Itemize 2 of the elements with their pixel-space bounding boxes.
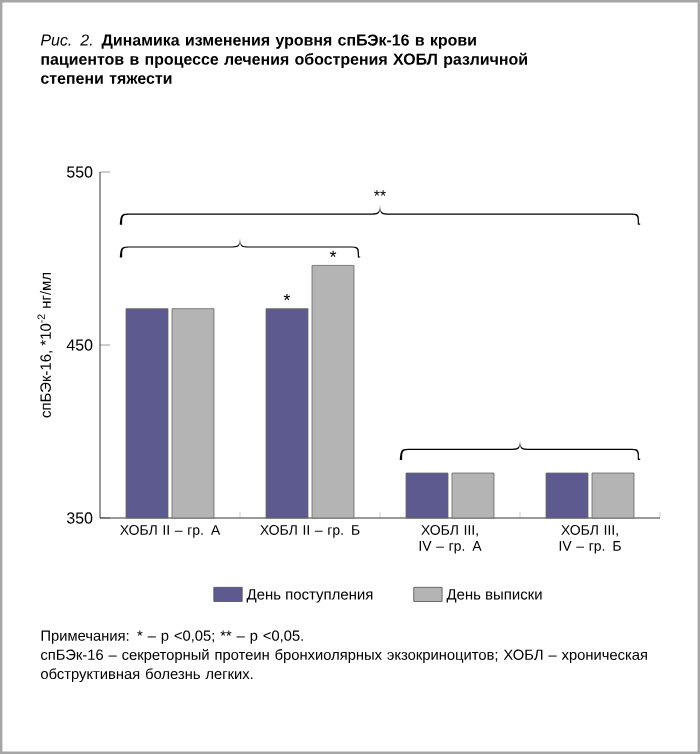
annotation: * [329, 250, 337, 257]
annotation: * [283, 293, 291, 301]
